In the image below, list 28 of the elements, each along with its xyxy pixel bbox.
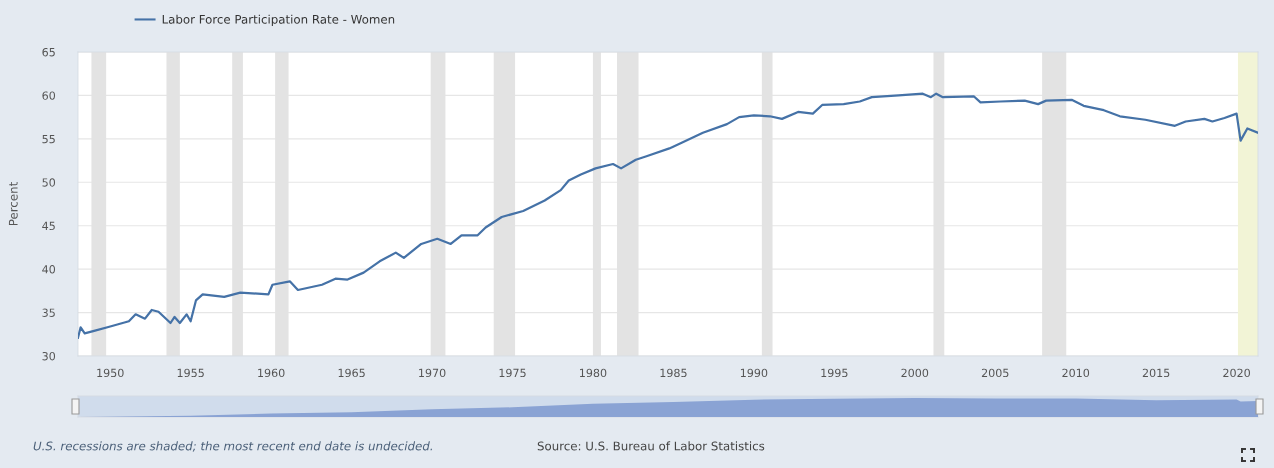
x-tick-label: 2000: [901, 368, 929, 378]
y-tick-label: 60: [42, 91, 56, 100]
text: U.S. recessions are shaded; the most recent end date is undecided.: [33, 441, 432, 452]
x-tick-label: 2005: [981, 368, 1009, 378]
y-tick-label: 55: [42, 134, 55, 144]
x-tick-label: 1980: [580, 368, 607, 378]
x-tick-label: 1985: [660, 368, 687, 378]
source-note: Source: U.S. Bureau of Labor Statistics: [537, 441, 765, 451]
y-tick-label: 35: [42, 308, 55, 317]
x-tick-label: 1965: [338, 368, 365, 378]
x-tick-label: 1970: [419, 368, 446, 378]
x-tick-label: 2015: [1142, 368, 1170, 378]
x-tick-label: 1955: [177, 368, 204, 378]
x-tick-label: 2020: [1223, 368, 1250, 378]
x-tick-label: 1975: [499, 368, 526, 378]
y-axis-title: Percent: [8, 182, 18, 226]
line-series: [78, 92, 1258, 339]
y-tick-label: 40: [42, 265, 56, 274]
x-tick-label: 1990: [740, 368, 768, 378]
y-tick-label: 30: [42, 351, 56, 361]
y-tick-label: 65: [42, 47, 55, 57]
y-tick-label: 45: [42, 221, 55, 231]
legend-label: Labor Force Participation Rate - Women: [162, 14, 395, 27]
y-tick-label: 50: [42, 178, 56, 187]
x-tick-label: 1960: [258, 368, 285, 378]
x-tick-label: 1995: [821, 368, 848, 378]
x-tick-label: 2010: [1062, 368, 1090, 378]
x-tick-label: 1950: [97, 368, 124, 378]
